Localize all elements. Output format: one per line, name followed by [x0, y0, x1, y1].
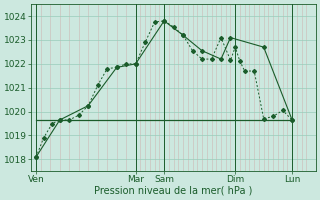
X-axis label: Pression niveau de la mer( hPa ): Pression niveau de la mer( hPa ) [94, 186, 253, 196]
